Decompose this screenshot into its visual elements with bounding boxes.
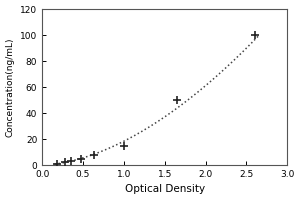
Y-axis label: Concentration(ng/mL): Concentration(ng/mL) [6, 37, 15, 137]
X-axis label: Optical Density: Optical Density [125, 184, 205, 194]
